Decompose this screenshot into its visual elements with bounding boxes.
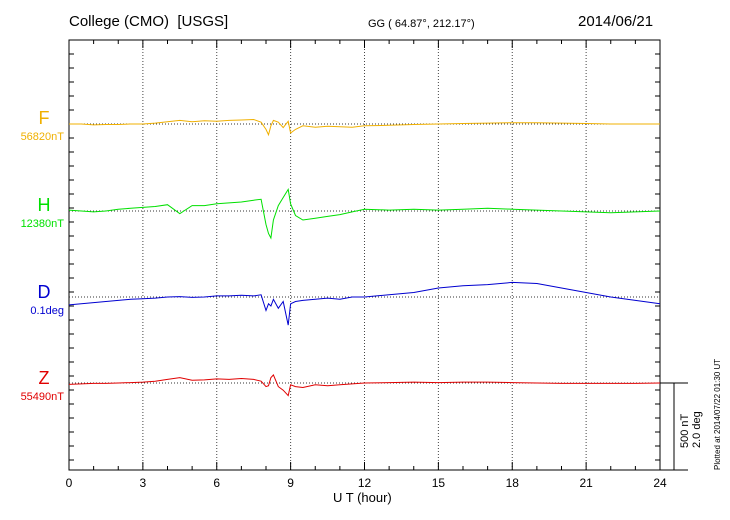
series-line-z (68, 373, 661, 397)
series-line-d (68, 281, 661, 326)
station-title: College (CMO) [USGS] (69, 13, 229, 30)
x-tick-label-12: 12 (358, 476, 372, 490)
x-tick-label-6: 6 (213, 476, 220, 490)
plotted-at-note: Plotted at 2014/07/22 01:30 UT (713, 358, 722, 470)
channel-label-h: H (37, 195, 51, 215)
station-coordinates: GG ( 64.87°, 212.17°) (368, 18, 475, 30)
chart-date: 2014/06/21 (578, 13, 654, 30)
scale-nt: 500 nT (679, 413, 691, 448)
x-tick-label-9: 9 (287, 476, 294, 490)
data-source: [USGS] (177, 13, 229, 30)
channel-baseline-d: 0.1deg (30, 305, 64, 317)
channel-baseline-z: 55490nT (20, 391, 64, 403)
channel-label-f: F (38, 108, 50, 128)
series-line-f (69, 118, 660, 137)
scale-bar-label: 500 nT 2.0 deg (679, 411, 703, 448)
x-tick-label-18: 18 (506, 476, 520, 490)
series-line-h (68, 188, 661, 240)
channel-label-d: D (37, 282, 51, 302)
x-tick-label-3: 3 (140, 476, 147, 490)
plot-frame (68, 39, 661, 471)
x-tick-label-15: 15 (432, 476, 446, 490)
scale-deg: 2.0 deg (691, 411, 703, 448)
channel-baseline-f: 56820nT (20, 131, 64, 143)
x-axis-label: U T (hour) (333, 490, 392, 505)
x-tick-label-24: 24 (653, 476, 667, 490)
x-tick-label-21: 21 (579, 476, 593, 490)
channel-baseline-h: 12380nT (20, 218, 64, 230)
channel-label-z: Z (38, 368, 50, 388)
x-tick-label-0: 0 (66, 476, 73, 490)
